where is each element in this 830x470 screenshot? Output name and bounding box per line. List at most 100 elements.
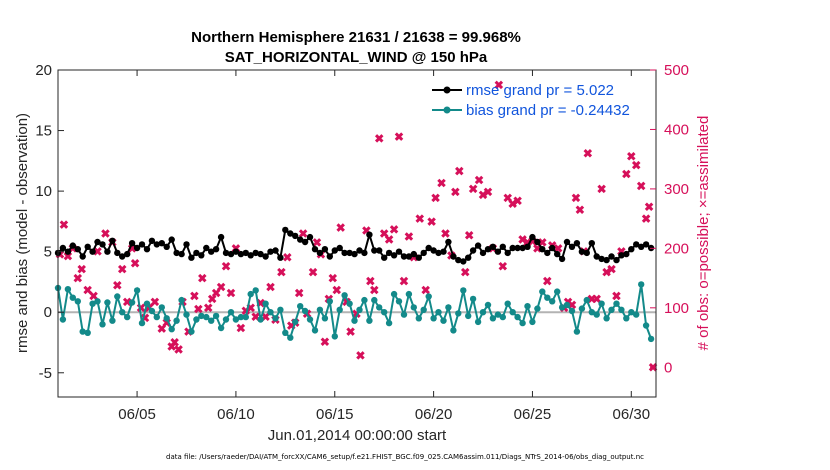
rmse-point [252,249,259,257]
y2-tick-label: 100 [664,300,689,317]
bias-point [168,326,175,333]
bias-point [272,315,279,322]
rmse-point [514,244,521,252]
rmse-point [494,248,502,255]
obs-marker-stroke [308,267,318,277]
x-axis-label: Jun.01,2014 00:00:00 start [268,427,447,444]
rmse-point [109,237,116,244]
obs-marker-stroke [513,196,522,206]
obs-marker [636,181,646,191]
obs-marker [543,276,552,286]
bias-point [474,318,482,326]
bias-point [242,313,249,321]
obs-marker-stroke [336,223,345,232]
rmse-point [460,258,467,265]
obs-marker [211,288,221,298]
bias-point [267,309,274,316]
bias-point [158,304,165,311]
obs-marker [117,264,127,274]
obs-marker-stroke [362,226,371,235]
obs-marker-stroke [415,214,425,223]
y-tick-label: 10 [35,183,52,200]
rmse-point [603,256,610,264]
obs-marker-stroke [93,247,102,256]
obs-marker [498,261,508,271]
obs-marker-stroke [451,187,460,197]
legend-rmse-marker [443,86,451,94]
obs-marker [455,166,464,176]
obs-marker-stroke [460,267,470,277]
obs-marker [328,273,338,283]
bias-point [455,310,462,317]
bias-point [198,312,205,320]
bias-point [247,290,254,298]
bias-point [504,300,511,307]
bias-point [119,309,126,316]
obs-marker [370,285,379,295]
bias-point [371,296,378,304]
legend-bias-label: bias grand pr = -0.24432 [466,102,630,119]
y-tick-label: 5 [44,244,52,261]
obs-marker-stroke [157,324,167,333]
bias-point [64,286,72,293]
rmse-point [499,243,506,250]
obs-marker [174,345,183,354]
rmse-point [242,249,249,257]
x-tick-label: 06/15 [316,406,354,423]
bias-point [460,287,467,294]
rmse-point [558,255,566,263]
bias-point [514,313,521,321]
obs-marker [460,267,470,277]
obs-marker [468,184,478,194]
bias-point [366,317,373,324]
obs-marker-stroke [117,264,127,274]
bias-point [647,335,655,343]
bias-point [494,311,502,318]
bias-point [405,290,413,298]
bias-point [178,296,185,304]
obs-marker [216,282,226,292]
obs-marker [421,285,430,295]
bias-point [183,311,190,318]
obs-marker-stroke [389,225,399,234]
bias-point [188,328,195,335]
bias-point [608,306,615,313]
bias-point [583,296,590,304]
bias-point [217,324,225,332]
bias-point [297,303,304,310]
rmse-point [563,238,571,246]
bias-point [79,328,86,335]
rmse-point [217,233,225,241]
rmse-point [272,247,279,254]
rmse-point [351,250,358,258]
obs-marker [415,214,425,223]
rmse-point [346,249,353,257]
bias-point [208,317,215,324]
rmse-point [568,243,576,250]
bias-point [568,307,576,315]
rmse-point [232,248,240,255]
rmse-point [366,231,373,238]
rmse-point [519,244,526,252]
obs-marker [384,235,394,244]
obs-marker [379,229,389,238]
rmse-point [613,256,620,264]
obs-marker-stroke [312,238,322,247]
y-tick-label: 15 [35,123,52,140]
obs-marker-stroke [474,175,484,185]
obs-marker-stroke [328,273,338,283]
y2-axis-label: # of obs: o=possible; ×=assimilated [695,116,712,351]
bias-point [534,305,541,312]
obs-marker-stroke [122,297,132,307]
obs-marker-stroke [251,312,260,321]
bias-point [287,334,294,341]
obs-marker-stroke [592,294,601,304]
rmse-point [598,255,605,263]
rmse-point [282,226,289,234]
rmse-point [326,253,333,260]
rmse-point [583,249,590,257]
plot-frame [57,69,657,398]
bias-point [336,306,343,313]
bias-point [509,309,516,316]
obs-marker-stroke [575,205,585,214]
